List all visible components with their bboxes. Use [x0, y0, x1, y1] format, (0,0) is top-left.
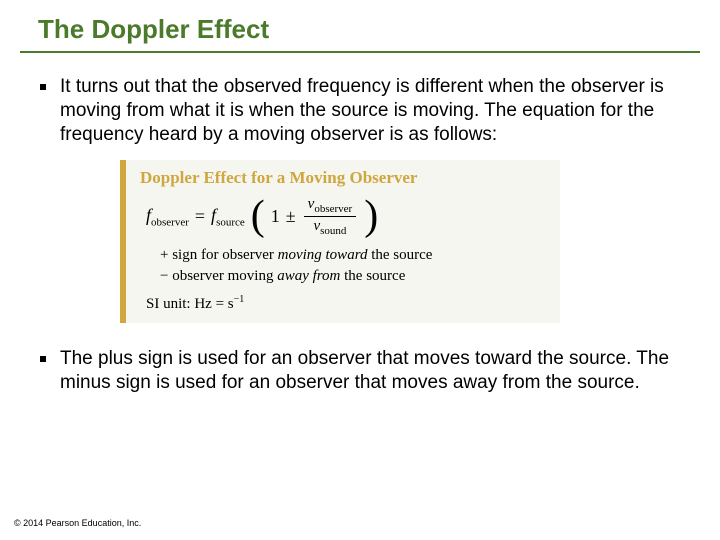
right-paren-icon: ) [364, 198, 378, 236]
fraction: vobserver vsound [304, 196, 357, 237]
bullet-2-text: The plus sign is used for an observer th… [60, 347, 690, 395]
minus-sign-note: − observer moving away from the source [160, 266, 546, 286]
f-observer: fobserver [146, 205, 189, 229]
bullet-2-block: The plus sign is used for an observer th… [0, 323, 720, 395]
left-paren-icon: ( [251, 198, 265, 236]
bullet-dot-icon [40, 356, 46, 362]
formula-equation: fobserver = fsource ( 1 ± vobserver vsou… [146, 196, 546, 237]
page-title: The Doppler Effect [0, 0, 720, 45]
fraction-denominator: vsound [309, 217, 350, 237]
copyright-text: © 2014 Pearson Education, Inc. [14, 518, 141, 528]
plus-sign-note: + sign for observer moving toward the so… [160, 245, 546, 265]
plus-minus-sign: ± [286, 206, 296, 227]
bullet-1-text: It turns out that the observed frequency… [60, 75, 690, 146]
si-unit-line: SI unit: Hz = s−1 [146, 294, 546, 313]
formula-box-title: Doppler Effect for a Moving Observer [140, 168, 546, 188]
one: 1 [271, 206, 280, 227]
formula-box: Doppler Effect for a Moving Observer fob… [120, 160, 560, 323]
bullet-1-block: It turns out that the observed frequency… [0, 53, 720, 146]
fraction-numerator: vobserver [304, 196, 357, 217]
equals-sign: = [195, 206, 205, 227]
bullet-dot-icon [40, 84, 46, 90]
f-source: fsource [211, 205, 245, 229]
